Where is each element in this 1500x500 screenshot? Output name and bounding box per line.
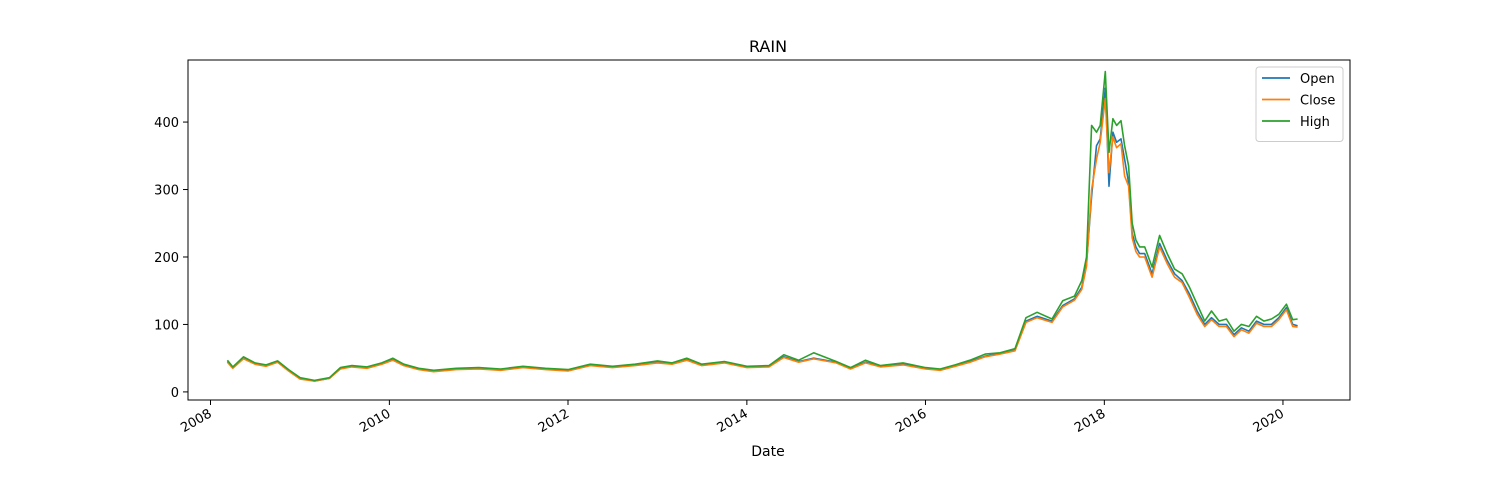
x-axis-label: Date [751,444,784,460]
legend: Open Close High [1255,66,1344,142]
plot-frame [187,59,1351,401]
chart-title: RAIN [749,37,787,56]
y-tick-label: 400 [154,116,179,131]
legend-box [1255,66,1344,142]
legend-label-close: Close [1300,94,1335,109]
series-line-high [226,70,1298,382]
legend-label-open: Open [1300,72,1335,87]
series-line-close [226,97,1298,382]
series-layer [226,70,1298,382]
y-tick-label: 300 [154,184,179,199]
y-axis: 0 100 200 300 400 [154,116,188,401]
y-tick-label: 100 [154,318,179,333]
y-tick-label: 200 [154,251,179,266]
y-tick-label: 0 [171,386,179,401]
legend-label-high: High [1300,115,1330,130]
